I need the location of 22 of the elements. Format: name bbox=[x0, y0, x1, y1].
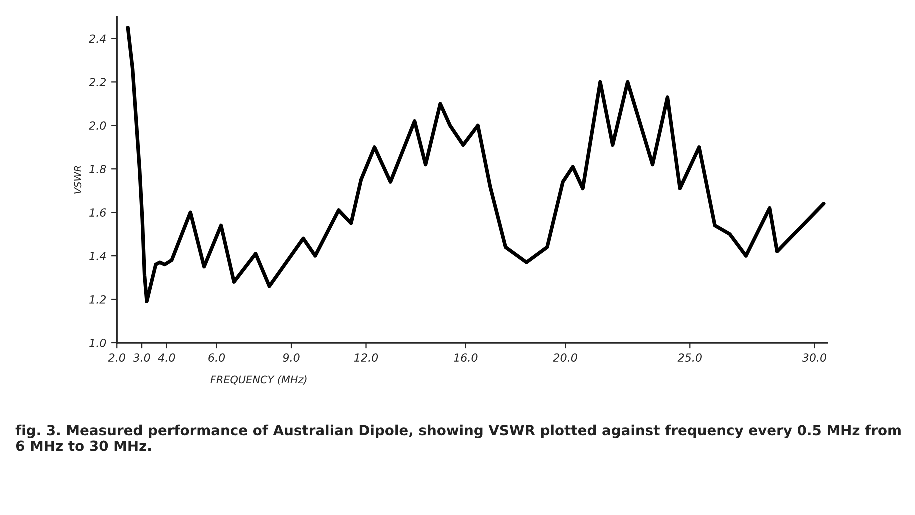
y-tick-label: 2.0 bbox=[89, 122, 106, 130]
y-tick-label: 1.2 bbox=[90, 296, 106, 304]
x-tick-label: 2.0 bbox=[108, 354, 126, 362]
y-tick-label: 1.8 bbox=[90, 165, 106, 174]
y-tick-label: 1.4 bbox=[90, 252, 106, 260]
x-axis-title: FREQUENCY (MHz) bbox=[210, 376, 307, 385]
x-tick-label: 30.0 bbox=[802, 354, 827, 362]
x-tick-label: 12.0 bbox=[354, 354, 378, 362]
y-tick-label: 2.4 bbox=[89, 34, 106, 43]
x-tick-label: 3.0 bbox=[133, 354, 150, 362]
line-series bbox=[126, 26, 826, 304]
x-tick-label: 4.0 bbox=[158, 354, 176, 362]
x-tick-label: 25.0 bbox=[678, 354, 702, 362]
y-tick-label: 1.6 bbox=[90, 208, 106, 217]
caption: fig. 3. Measured performance of Australian Dipole, showing VSWR plotted against frequency every 0.5 MHz from 6 MHz to 30 MHz. bbox=[16, 424, 901, 452]
y-axis-title: VSWR bbox=[74, 166, 82, 194]
y-tick-label: 2.2 bbox=[89, 78, 106, 86]
x-tick-label: 6.0 bbox=[208, 354, 226, 362]
y-tick-label: 1.0 bbox=[90, 338, 106, 348]
x-tick-label: 9.0 bbox=[283, 354, 300, 362]
x-tick-label: 16.0 bbox=[454, 354, 478, 362]
x-tick-label: 20.0 bbox=[553, 354, 578, 362]
